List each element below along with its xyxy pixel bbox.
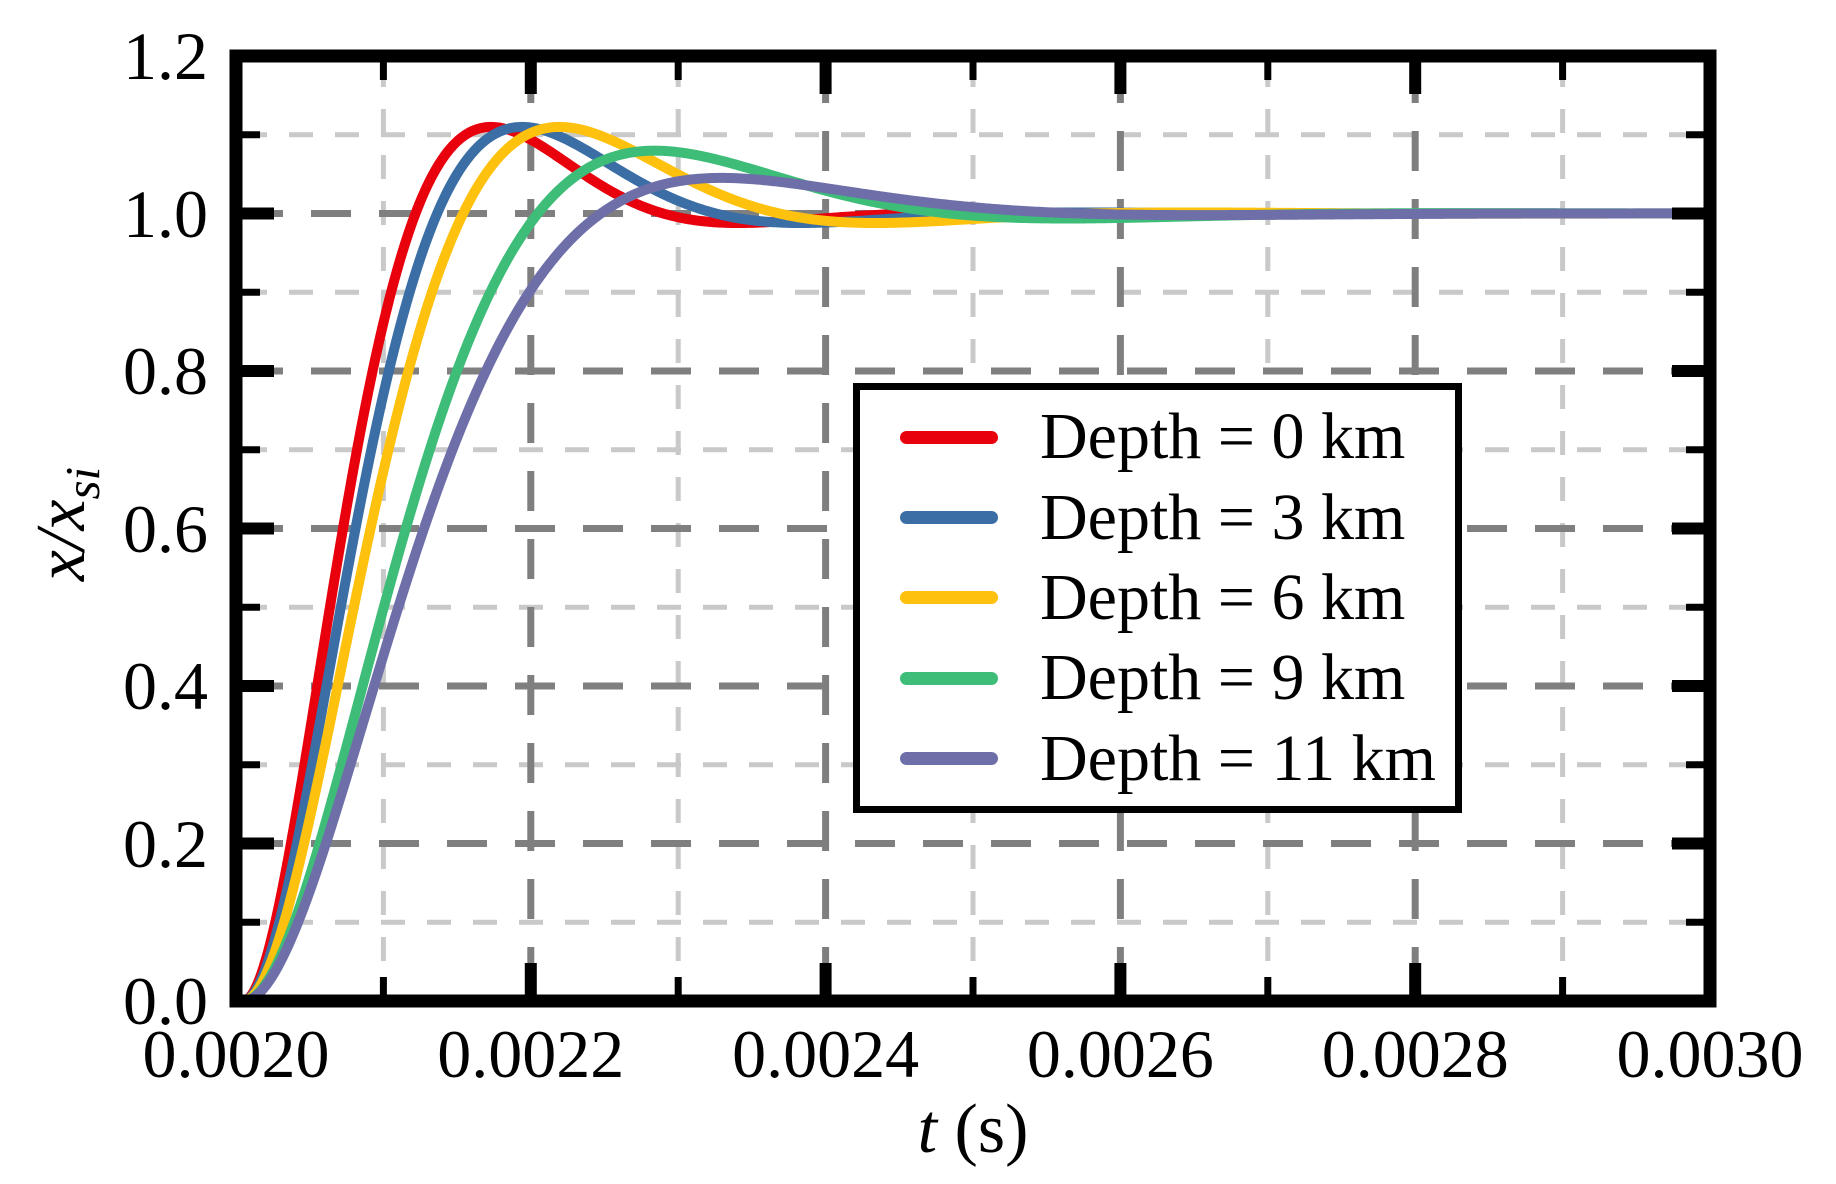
legend-row: Depth = 3 km [860, 480, 1455, 554]
legend: Depth = 0 km Depth = 3 km Depth = 6 km D… [853, 383, 1462, 813]
legend-label: Depth = 11 km [1040, 721, 1436, 795]
x-axis-variable: t [917, 1091, 938, 1168]
x-axis-title: t (s) [918, 1095, 1029, 1165]
y-axis-subscript: si [55, 466, 110, 500]
x-tick-label: 0.0024 [732, 1016, 920, 1092]
legend-label: Depth = 6 km [1040, 560, 1406, 634]
legend-swatch-depth-11km [900, 752, 998, 766]
legend-swatch-depth-0km [900, 430, 998, 444]
legend-label: Depth = 0 km [1040, 400, 1406, 474]
x-tick-label: 0.0020 [142, 1016, 330, 1092]
legend-label: Depth = 9 km [1040, 641, 1406, 715]
y-axis-variable: x/x [23, 499, 100, 581]
y-axis-title: x/xsi [23, 466, 110, 580]
y-tick-label: 0.6 [123, 490, 208, 567]
legend-swatch-depth-3km [900, 511, 998, 525]
legend-swatch-depth-9km [900, 671, 998, 685]
legend-row: Depth = 0 km [860, 404, 1455, 470]
x-tick-label: 0.0030 [1616, 1016, 1804, 1092]
legend-row: Depth = 6 km [860, 560, 1455, 634]
y-tick-label: 0.8 [123, 333, 208, 409]
y-tick-label: 0.4 [123, 648, 208, 724]
legend-row: Depth = 9 km [860, 645, 1455, 711]
x-tick-label: 0.0028 [1321, 1016, 1509, 1092]
y-tick-label: 0.2 [123, 805, 208, 882]
y-tick-label: 1.2 [123, 18, 208, 94]
x-tick-label: 0.0022 [437, 1016, 625, 1092]
x-axis-units: (s) [937, 1091, 1029, 1168]
legend-swatch-depth-6km [900, 591, 998, 605]
x-tick-label: 0.0026 [1026, 1016, 1214, 1092]
y-tick-label: 1.0 [123, 175, 208, 252]
legend-row: Depth = 11 km [860, 721, 1455, 795]
y-tick-label: 0.0 [123, 963, 208, 1039]
legend-label: Depth = 3 km [1040, 480, 1406, 554]
